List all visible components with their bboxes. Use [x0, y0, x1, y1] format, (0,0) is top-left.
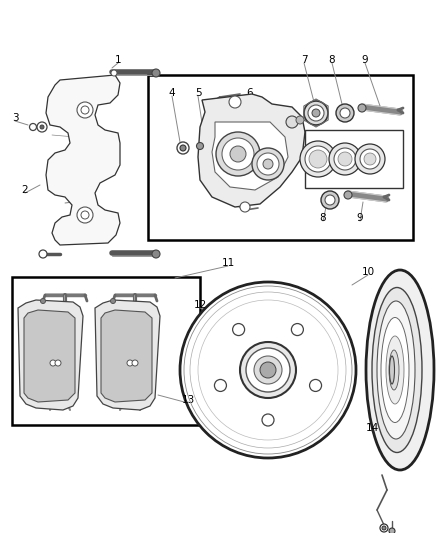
Circle shape — [358, 104, 366, 112]
Circle shape — [55, 360, 61, 366]
Ellipse shape — [377, 301, 415, 439]
Circle shape — [364, 153, 376, 165]
Circle shape — [240, 342, 296, 398]
Circle shape — [360, 149, 380, 169]
Text: 14: 14 — [365, 423, 378, 433]
Text: 9: 9 — [357, 213, 363, 223]
Circle shape — [152, 250, 160, 258]
Ellipse shape — [372, 287, 422, 453]
Circle shape — [29, 124, 36, 131]
Circle shape — [334, 148, 356, 170]
Text: 8: 8 — [320, 213, 326, 223]
Circle shape — [240, 202, 250, 212]
Circle shape — [252, 148, 284, 180]
Circle shape — [110, 298, 116, 303]
Circle shape — [39, 250, 47, 258]
Circle shape — [180, 145, 186, 151]
Circle shape — [180, 282, 356, 458]
Ellipse shape — [389, 356, 395, 384]
Circle shape — [380, 524, 388, 532]
Text: 11: 11 — [221, 258, 235, 268]
Polygon shape — [198, 94, 305, 207]
Circle shape — [262, 414, 274, 426]
Circle shape — [222, 138, 254, 170]
Circle shape — [382, 526, 386, 530]
Circle shape — [50, 360, 56, 366]
Polygon shape — [95, 300, 160, 410]
Bar — [12, 277, 200, 425]
Circle shape — [305, 146, 331, 172]
Text: 6: 6 — [247, 88, 253, 98]
Circle shape — [197, 142, 204, 149]
Circle shape — [216, 132, 260, 176]
Circle shape — [344, 191, 352, 199]
Polygon shape — [18, 300, 83, 410]
Circle shape — [286, 116, 298, 128]
Polygon shape — [46, 75, 120, 245]
Circle shape — [389, 528, 395, 533]
Ellipse shape — [389, 350, 399, 390]
Circle shape — [300, 141, 336, 177]
Text: 5: 5 — [194, 88, 201, 98]
Circle shape — [336, 104, 354, 122]
Text: 13: 13 — [181, 395, 194, 405]
Bar — [148, 75, 413, 240]
Circle shape — [37, 122, 47, 132]
Circle shape — [77, 207, 93, 223]
Circle shape — [257, 153, 279, 175]
Circle shape — [260, 362, 276, 378]
Circle shape — [229, 96, 241, 108]
Circle shape — [81, 211, 89, 219]
Text: 3: 3 — [12, 113, 18, 123]
Circle shape — [296, 116, 304, 124]
Text: 7: 7 — [301, 55, 307, 65]
Circle shape — [152, 69, 160, 77]
Text: 15: 15 — [393, 423, 406, 433]
Circle shape — [355, 144, 385, 174]
Circle shape — [263, 159, 273, 169]
Circle shape — [40, 298, 46, 303]
Circle shape — [215, 379, 226, 391]
Circle shape — [325, 195, 335, 205]
Circle shape — [310, 379, 321, 391]
Circle shape — [177, 142, 189, 154]
Circle shape — [304, 101, 328, 125]
Circle shape — [132, 360, 138, 366]
Text: 8: 8 — [328, 55, 336, 65]
Circle shape — [340, 108, 350, 118]
Circle shape — [111, 70, 117, 76]
Bar — [305, 130, 403, 188]
Circle shape — [77, 102, 93, 118]
Text: 9: 9 — [362, 55, 368, 65]
Ellipse shape — [366, 270, 434, 470]
Circle shape — [40, 125, 44, 129]
Circle shape — [127, 360, 133, 366]
Text: 2: 2 — [22, 185, 28, 195]
Text: 10: 10 — [361, 267, 374, 277]
Ellipse shape — [386, 336, 404, 404]
Circle shape — [312, 109, 320, 117]
Polygon shape — [24, 310, 75, 402]
Polygon shape — [101, 310, 152, 402]
Circle shape — [329, 143, 361, 175]
Circle shape — [308, 105, 324, 121]
Text: 4: 4 — [169, 88, 175, 98]
Circle shape — [215, 143, 221, 149]
Text: 1: 1 — [115, 55, 121, 65]
Circle shape — [254, 356, 282, 384]
Circle shape — [230, 146, 246, 162]
Circle shape — [338, 152, 352, 166]
Circle shape — [246, 348, 290, 392]
Text: 12: 12 — [193, 300, 207, 310]
Circle shape — [81, 106, 89, 114]
Circle shape — [309, 150, 327, 168]
Circle shape — [291, 324, 304, 336]
Circle shape — [233, 324, 244, 336]
Ellipse shape — [381, 318, 409, 423]
Polygon shape — [212, 122, 288, 190]
Circle shape — [321, 191, 339, 209]
